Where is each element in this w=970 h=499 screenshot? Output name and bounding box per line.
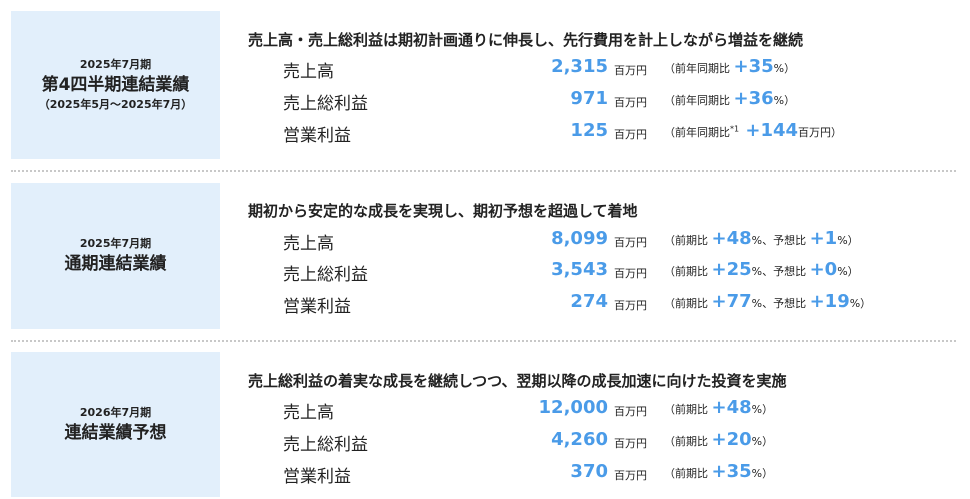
section-heading: 売上高・売上総利益は期初計画通りに伸長し、先行費用を計上しながら増益を継続: [248, 31, 804, 49]
metric-value: 370: [570, 461, 608, 482]
metric-label: 売上総利益: [283, 94, 368, 114]
comparison-text: （前期比: [664, 234, 712, 247]
metric-comparison: （前期比 +25%、予想比 +0%）: [664, 259, 859, 280]
panel-title: 第4四半期連結業績: [41, 75, 190, 95]
metric-label: 売上総利益: [283, 435, 368, 455]
metric-comparison: （前年同期比*1 +144百万円）: [664, 120, 842, 141]
period-panel: 2025年7月期通期連結業績: [11, 183, 220, 329]
comparison-text: %）: [837, 234, 859, 247]
metric-comparison: （前期比 +20%）: [664, 429, 773, 450]
growth-rate: +48: [711, 397, 752, 418]
metric-unit: 百万円: [614, 128, 647, 141]
metric-value: 125: [570, 120, 608, 141]
metric-unit: 百万円: [614, 437, 647, 450]
growth-rate: +25: [711, 259, 752, 280]
comparison-text: %）: [773, 94, 796, 107]
metric-label: 売上高: [283, 234, 334, 254]
period-label: 2025年7月期: [79, 58, 152, 71]
growth-rate: +20: [711, 429, 752, 450]
growth-rate: +35: [711, 461, 752, 482]
metric-label: 営業利益: [283, 467, 351, 487]
metric-value: 12,000: [538, 397, 608, 418]
metric-row: 営業利益 125 百万円 （前年同期比*1 +144百万円）: [0, 117, 970, 147]
metric-label: 売上高: [283, 62, 334, 82]
metric-value: 3,543: [551, 259, 608, 280]
section-divider: [11, 170, 956, 172]
comparison-text: （前期比: [664, 265, 712, 278]
comparison-text: （前年同期比: [664, 126, 730, 139]
period-range: （2025年5月～2025年7月）: [38, 98, 193, 111]
period-panel: 2025年7月期第4四半期連結業績 （2025年5月～2025年7月）: [11, 11, 220, 159]
comparison-text: %、予想比: [751, 297, 810, 310]
section-divider: [11, 340, 956, 342]
metric-row: 売上高 12,000 百万円 （前期比 +48%）: [0, 394, 970, 424]
comparison-text: %）: [773, 62, 796, 75]
comparison-text: （前年同期比: [664, 94, 734, 107]
metric-unit: 百万円: [614, 405, 647, 418]
metric-value: 2,315: [551, 56, 608, 77]
panel-title: 連結業績予想: [64, 422, 167, 443]
comparison-text: %）: [751, 435, 774, 448]
comparison-text: （前期比: [664, 297, 712, 310]
metric-row: 売上高 2,315 百万円 （前年同期比 +35%）: [0, 53, 970, 83]
metric-unit: 百万円: [614, 299, 647, 312]
metric-row: 営業利益 370 百万円 （前期比 +35%）: [0, 458, 970, 488]
metric-label: 売上高: [283, 403, 334, 423]
period-panel: 2026年7月期連結業績予想: [11, 352, 220, 497]
comparison-text: （前期比: [664, 435, 712, 448]
metric-label: 売上総利益: [283, 265, 368, 285]
metric-comparison: （前年同期比 +35%）: [664, 56, 795, 77]
metric-comparison: （前期比 +48%）: [664, 397, 773, 418]
comparison-text: （前期比: [664, 467, 712, 480]
metric-row: 売上高 8,099 百万円 （前期比 +48%、予想比 +1%）: [0, 225, 970, 255]
growth-rate: +35: [733, 56, 774, 77]
metric-value: 4,260: [551, 429, 608, 450]
growth-rate: +0: [809, 259, 838, 280]
metric-comparison: （前期比 +48%、予想比 +1%）: [664, 228, 859, 249]
period-label: 2026年7月期: [79, 405, 152, 419]
growth-rate: +19: [809, 291, 850, 312]
metric-unit: 百万円: [614, 469, 647, 482]
metric-value: 8,099: [551, 228, 608, 249]
metric-unit: 百万円: [614, 236, 647, 249]
comparison-text: %、予想比: [751, 265, 810, 278]
growth-rate: +48: [711, 228, 752, 249]
growth-rate: +144: [739, 120, 799, 141]
comparison-text: %）: [751, 467, 774, 480]
metric-row: 売上総利益 3,543 百万円 （前期比 +25%、予想比 +0%）: [0, 256, 970, 286]
metric-unit: 百万円: [614, 96, 647, 109]
comparison-text: %、予想比: [751, 234, 810, 247]
comparison-text: %）: [751, 403, 774, 416]
growth-rate: +1: [809, 228, 838, 249]
metric-comparison: （前期比 +35%）: [664, 461, 773, 482]
metric-comparison: （前年同期比 +36%）: [664, 88, 795, 109]
metric-row: 売上総利益 4,260 百万円 （前期比 +20%）: [0, 426, 970, 456]
metric-row: 売上総利益 971 百万円 （前年同期比 +36%）: [0, 85, 970, 115]
panel-title: 通期連結業績: [64, 254, 167, 274]
metric-value: 274: [570, 291, 608, 312]
comparison-text: %）: [849, 297, 872, 310]
comparison-text: （前期比: [664, 403, 712, 416]
period-label: 2025年7月期: [79, 237, 152, 250]
metric-unit: 百万円: [614, 267, 647, 280]
metric-row: 営業利益 274 百万円 （前期比 +77%、予想比 +19%）: [0, 288, 970, 318]
metric-value: 971: [570, 88, 608, 109]
metric-label: 営業利益: [283, 297, 351, 317]
growth-rate: +36: [733, 88, 774, 109]
section-heading: 売上総利益の着実な成長を継続しつつ、翌期以降の成長加速に向けた投資を実施: [248, 372, 787, 390]
metric-comparison: （前期比 +77%、予想比 +19%）: [664, 291, 871, 312]
section-heading: 期初から安定的な成長を実現し、期初予想を超過して着地: [248, 202, 638, 220]
comparison-text: 百万円）: [798, 126, 843, 139]
metric-label: 営業利益: [283, 126, 351, 146]
comparison-text: %）: [837, 265, 859, 278]
metric-unit: 百万円: [614, 64, 647, 77]
growth-rate: +77: [711, 291, 752, 312]
footnote-marker: *1: [730, 124, 740, 134]
comparison-text: （前年同期比: [664, 62, 734, 75]
